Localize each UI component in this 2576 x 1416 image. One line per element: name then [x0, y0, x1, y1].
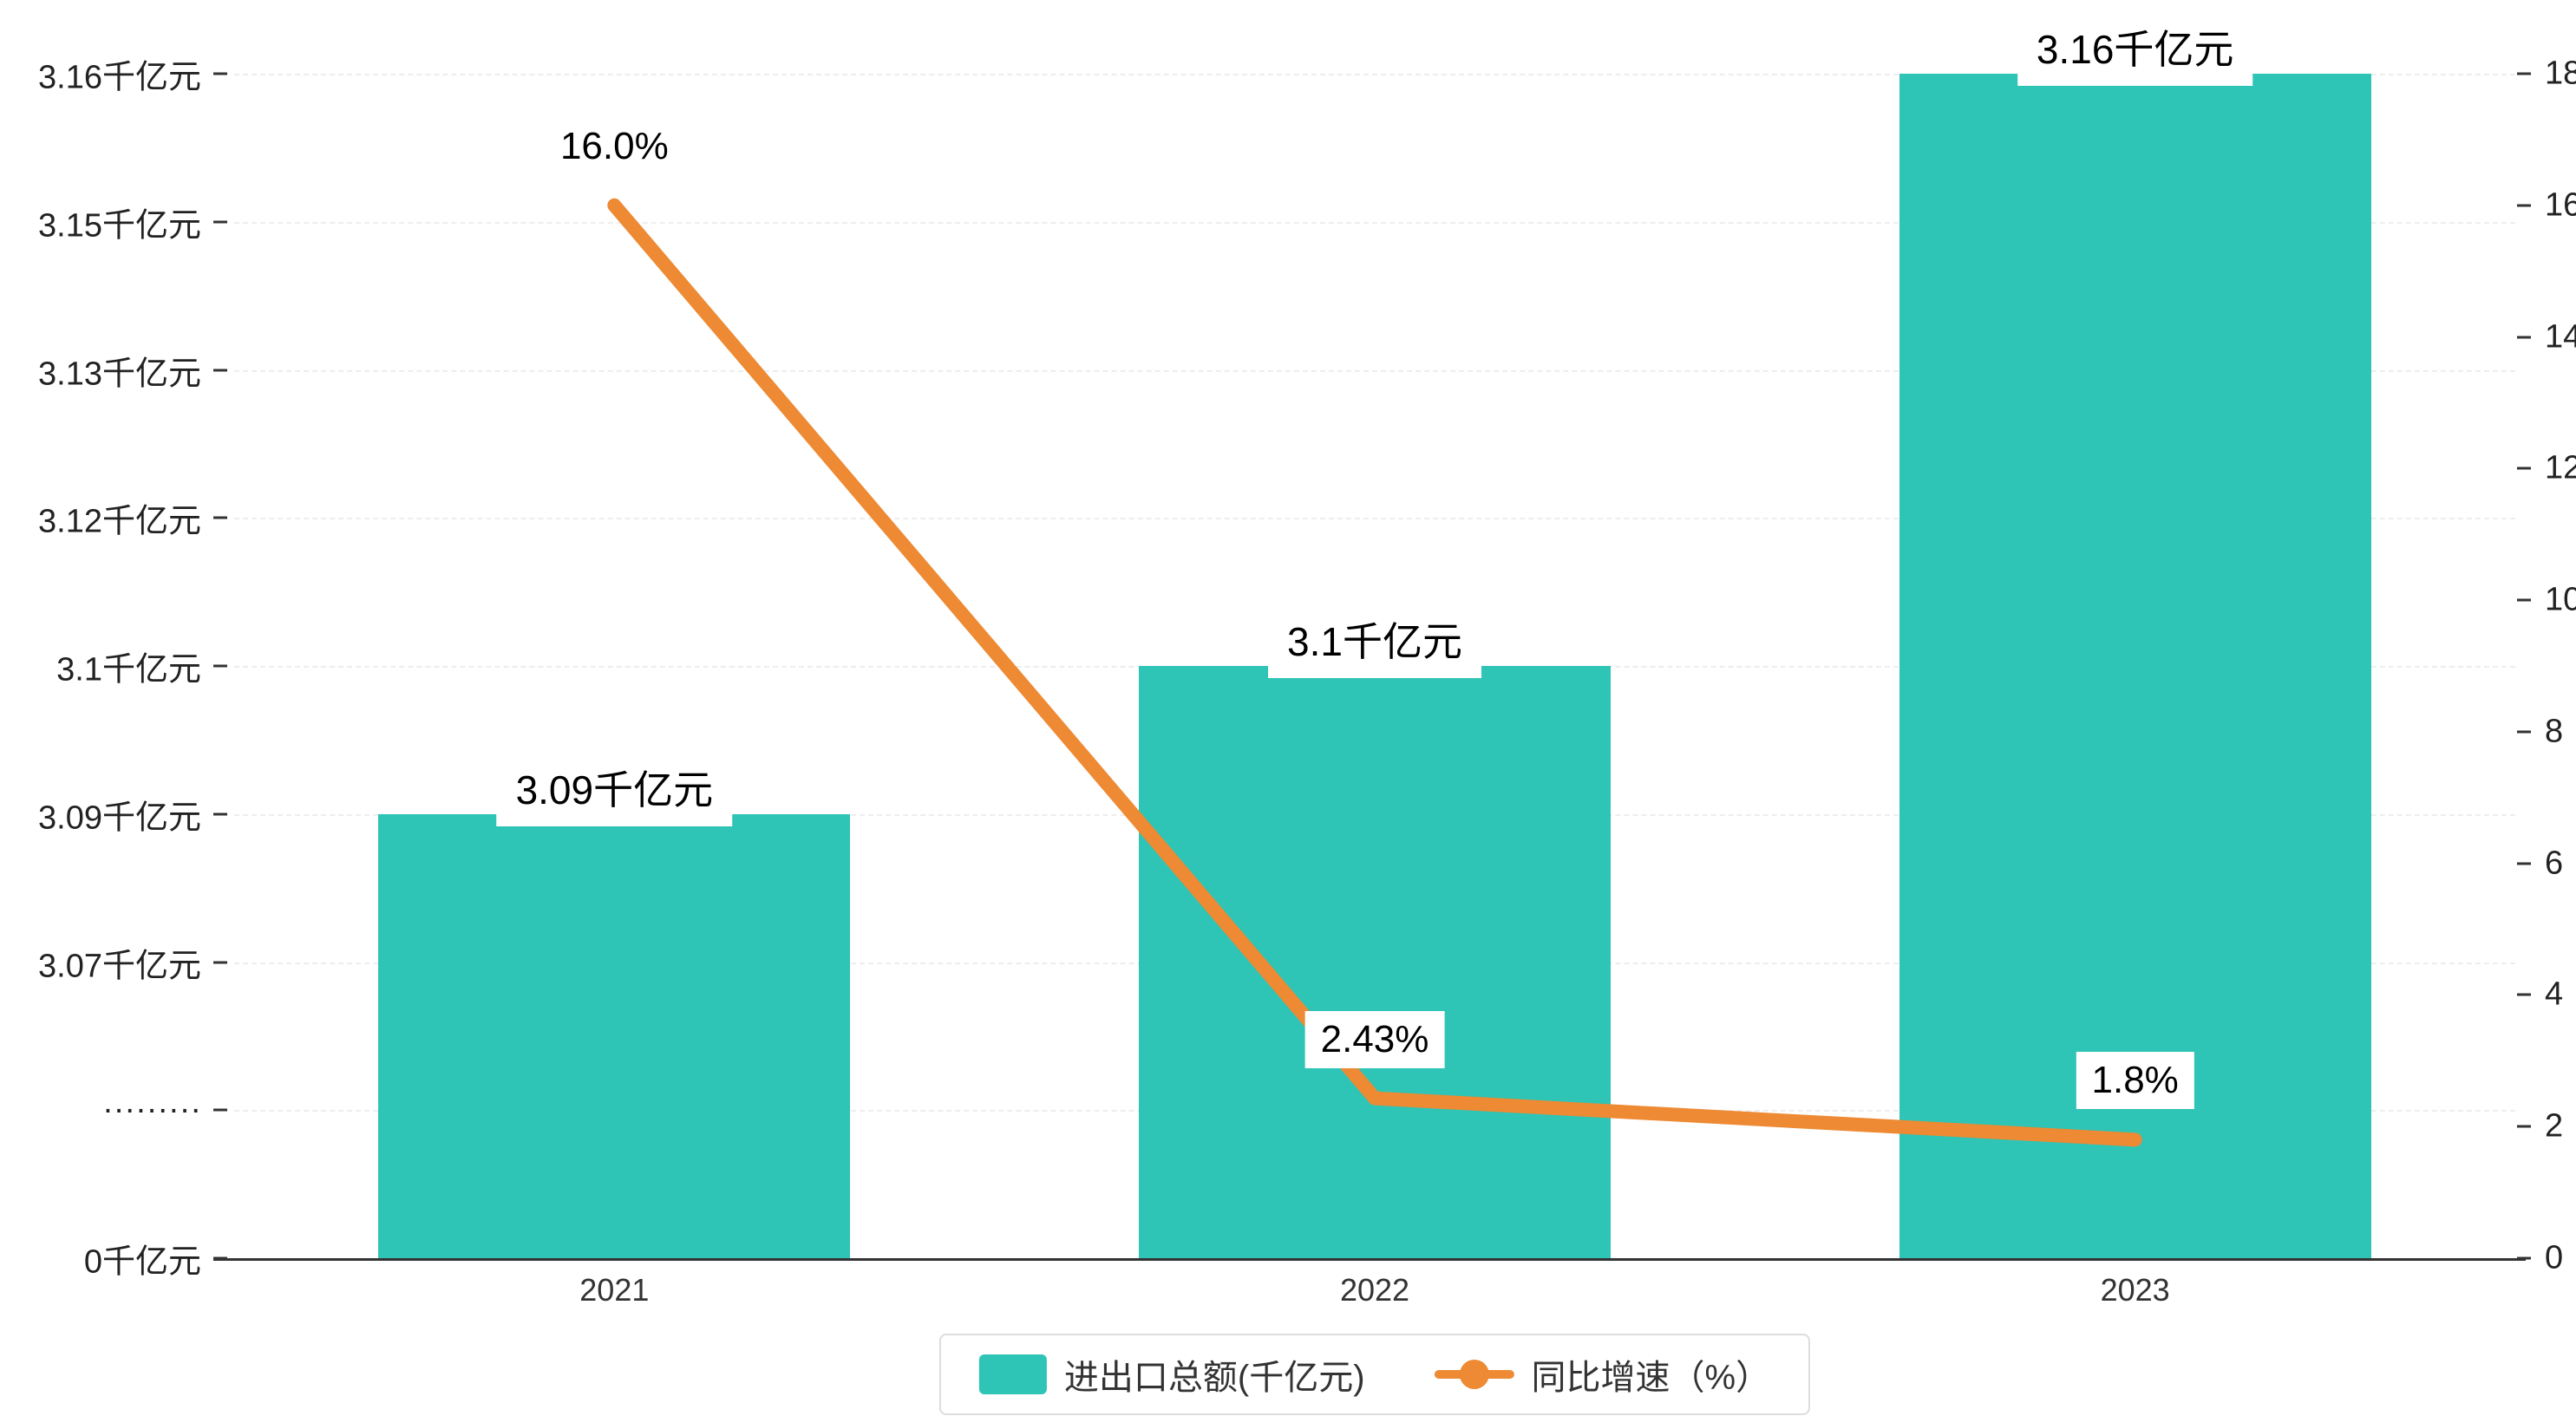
left-axis-tick — [213, 72, 227, 75]
left-axis-tick — [213, 1108, 227, 1112]
line-series-marker-icon — [1434, 1354, 1514, 1394]
legend-item-bar-series[interactable]: 进出口总额(千亿元) — [978, 1349, 1365, 1400]
bar-series-swatch-icon — [978, 1354, 1047, 1394]
x-axis-label: 2022 — [1339, 1272, 1410, 1308]
line-point-label: 2.43% — [1304, 1010, 1445, 1068]
left-axis-tick — [213, 961, 227, 963]
left-axis-tick — [213, 516, 227, 519]
right-axis-tick — [2517, 730, 2531, 734]
x-axis-label: 2021 — [579, 1272, 650, 1308]
left-axis-tick-label: 3.15千亿元 — [38, 207, 201, 245]
right-axis-tick — [2517, 204, 2531, 207]
legend: 进出口总额(千亿元) 同比增速（%） — [938, 1334, 1811, 1415]
bar-2021 — [378, 813, 851, 1258]
left-axis-tick — [213, 220, 227, 224]
gridline — [234, 221, 2515, 224]
left-axis-tick-label: 3.16千亿元 — [38, 59, 201, 96]
gridline — [234, 369, 2515, 372]
right-axis-tick — [2517, 467, 2531, 470]
right-axis-tick — [2517, 72, 2531, 75]
gridline — [234, 74, 2515, 75]
right-axis-tick — [2517, 598, 2531, 602]
right-axis-tick-label: 18 — [2545, 55, 2576, 92]
left-axis-tick-label: 3.12千亿元 — [38, 503, 201, 540]
right-axis-tick-label: 10 — [2545, 581, 2576, 618]
right-axis-tick-label: 0 — [2545, 1239, 2564, 1276]
bar-series-legend-label: 进出口总额(千亿元) — [1063, 1359, 1365, 1397]
right-axis-tick — [2517, 336, 2531, 339]
bar-value-label: 3.09千亿元 — [496, 747, 733, 826]
right-axis-tick-label: 2 — [2545, 1107, 2564, 1145]
left-axis-tick — [213, 369, 227, 371]
line-series-legend-label: 同比增速（%） — [1531, 1359, 1771, 1397]
left-axis-tick-label: ········· — [102, 1091, 201, 1128]
right-axis-tick-label: 6 — [2545, 845, 2564, 882]
left-axis-tick — [213, 664, 227, 668]
legend-item-line-series[interactable]: 同比增速（%） — [1434, 1349, 1771, 1400]
right-axis-tick-label: 8 — [2545, 713, 2564, 750]
left-axis-tick-label: 3.09千亿元 — [38, 799, 201, 837]
left-axis-tick — [213, 812, 227, 816]
left-axis-tick-label: 3.13千亿元 — [38, 356, 201, 392]
left-axis-tick-label: 3.07千亿元 — [38, 948, 201, 984]
right-axis-tick-label: 4 — [2545, 976, 2564, 1013]
growth-rate-line — [607, 198, 2142, 1147]
line-point-label: 16.0% — [544, 117, 684, 175]
x-axis-label: 2023 — [2100, 1272, 2170, 1308]
right-axis-tick — [2517, 1125, 2531, 1128]
left-axis-tick-label: 3.1千亿元 — [56, 651, 201, 688]
line-point-label: 1.8% — [2076, 1052, 2194, 1110]
bar-value-label: 3.1千亿元 — [1268, 600, 1481, 678]
left-axis-tick-label: 0千亿元 — [83, 1243, 201, 1281]
bar-2022 — [1139, 666, 1611, 1258]
x-axis-line — [213, 1258, 2526, 1261]
right-axis-tick-label: 16 — [2545, 186, 2576, 224]
bar-value-label: 3.16千亿元 — [2017, 8, 2253, 86]
right-axis-tick — [2517, 862, 2531, 865]
gridline — [234, 518, 2515, 520]
right-axis-tick — [2517, 993, 2531, 996]
right-axis-tick-label: 12 — [2545, 449, 2576, 486]
right-axis-tick-label: 14 — [2545, 318, 2576, 356]
